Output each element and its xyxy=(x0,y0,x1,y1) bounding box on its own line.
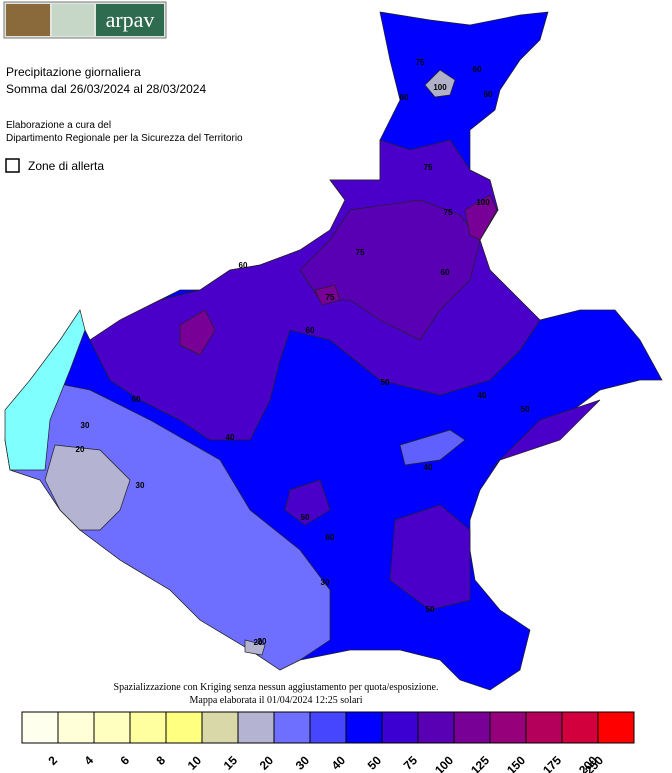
contour-label: 40 xyxy=(424,463,433,472)
checkbox[interactable] xyxy=(5,158,20,173)
area-high-peak xyxy=(424,69,456,98)
legend-label: 15 xyxy=(221,753,241,773)
contour-label: 75 xyxy=(444,208,453,217)
legend-swatch xyxy=(561,711,599,744)
legend-swatch xyxy=(417,711,455,744)
legend-swatch xyxy=(165,711,203,744)
logo-image xyxy=(6,4,50,36)
area-30-40 xyxy=(399,429,466,466)
title: Precipitazione giornaliera xyxy=(6,65,141,79)
area-below-15 xyxy=(4,309,86,471)
legend-swatch xyxy=(309,711,347,744)
legend-label: 175 xyxy=(540,753,564,773)
legend-label: 2 xyxy=(45,753,60,768)
legend-swatch xyxy=(93,711,131,744)
logo-text: arpav xyxy=(106,7,155,32)
contour-label: 20 xyxy=(258,637,267,646)
contour-label: 60 xyxy=(400,93,409,102)
legend-swatch xyxy=(597,711,635,744)
contour-label: 60 xyxy=(441,268,450,277)
contour-label: 75 xyxy=(326,293,335,302)
footer-note: Spazializzazione con Kriging senza nessu… xyxy=(114,682,439,693)
legend-swatch xyxy=(201,711,239,744)
subtitle: Somma dal 26/03/2024 al 28/03/2024 xyxy=(6,82,206,96)
logo-image xyxy=(52,4,94,36)
area-50-75 xyxy=(284,399,601,611)
legend-label: 8 xyxy=(153,753,168,768)
contour-label: 60 xyxy=(239,261,248,270)
legend-label: 20 xyxy=(257,753,277,773)
contour-label: 50 xyxy=(426,605,435,614)
footer-note: Mappa elaborata il 01/04/2024 12:25 sola… xyxy=(189,695,362,706)
legend-label: 75 xyxy=(401,753,421,773)
credit: Dipartimento Regionale per la Sicurezza … xyxy=(6,133,243,144)
logo-image xyxy=(96,4,164,36)
contour-label: 60 xyxy=(473,65,482,74)
contour-label: 60 xyxy=(484,90,493,99)
legend-label: 6 xyxy=(117,753,132,768)
area-15-20 xyxy=(44,444,266,656)
contour-label: 20 xyxy=(254,638,263,647)
contour-label: 40 xyxy=(226,433,235,442)
legend-label: 50 xyxy=(365,753,385,773)
legend-label: 250 xyxy=(582,753,606,773)
contour-label: 50 xyxy=(301,513,310,522)
contour-label: 20 xyxy=(76,445,85,454)
legend-swatch xyxy=(525,711,563,744)
legend-swatch xyxy=(489,711,527,744)
contour-label: 30 xyxy=(136,481,145,490)
logo: arpav xyxy=(3,1,167,39)
contour-label: 75 xyxy=(416,58,425,67)
legend-label: 150 xyxy=(504,753,528,773)
legend-label: 125 xyxy=(468,753,492,773)
area-100 xyxy=(179,194,498,356)
contour-label: 75 xyxy=(424,163,433,172)
legend-swatch xyxy=(57,711,95,744)
contour-label: 50 xyxy=(381,378,390,387)
legend-label: 4 xyxy=(81,753,96,768)
contour-label: 50 xyxy=(521,405,530,414)
legend-swatch xyxy=(273,711,311,744)
contour-label: 100 xyxy=(433,83,447,92)
credit: Elaborazione a cura del xyxy=(6,120,111,131)
legend-label: 30 xyxy=(293,753,313,773)
contour-label: 100 xyxy=(476,198,490,207)
contour-label: 75 xyxy=(356,248,365,257)
contour-label: 30 xyxy=(321,578,330,587)
legend-swatch xyxy=(453,711,491,744)
legend-swatch xyxy=(237,711,275,744)
legend-label: 10 xyxy=(185,753,205,773)
legend-swatch xyxy=(381,711,419,744)
legend-swatch xyxy=(129,711,167,744)
legend-label: 100 xyxy=(432,753,456,773)
contour-label: 60 xyxy=(326,533,335,542)
contour-label: 60 xyxy=(132,395,141,404)
contour-label: 30 xyxy=(81,421,90,430)
region-map: 60 60 75 100 75 60 75 100 75 60 75 60 60 30 20 30 20 50 40… xyxy=(4,11,663,691)
legend-swatch xyxy=(345,711,383,744)
toggle-label[interactable]: Zone di allerta xyxy=(28,159,104,173)
contour-label: 60 xyxy=(306,326,315,335)
legend-label: 40 xyxy=(329,753,349,773)
area-75-100 xyxy=(299,199,481,341)
contour-label: 40 xyxy=(478,391,487,400)
legend-swatch xyxy=(21,711,59,744)
